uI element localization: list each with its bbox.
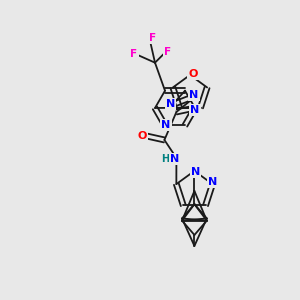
Text: F: F [164, 47, 172, 57]
Text: O: O [138, 131, 147, 141]
Text: N: N [170, 154, 179, 164]
Text: N: N [161, 120, 171, 130]
Text: N: N [191, 167, 200, 177]
Text: N: N [208, 177, 217, 187]
Text: F: F [149, 33, 157, 43]
Text: N: N [190, 105, 200, 115]
Text: H: H [161, 154, 169, 164]
Text: F: F [130, 49, 138, 59]
Text: N: N [166, 99, 175, 109]
Text: N: N [189, 90, 199, 100]
Text: O: O [188, 69, 198, 79]
